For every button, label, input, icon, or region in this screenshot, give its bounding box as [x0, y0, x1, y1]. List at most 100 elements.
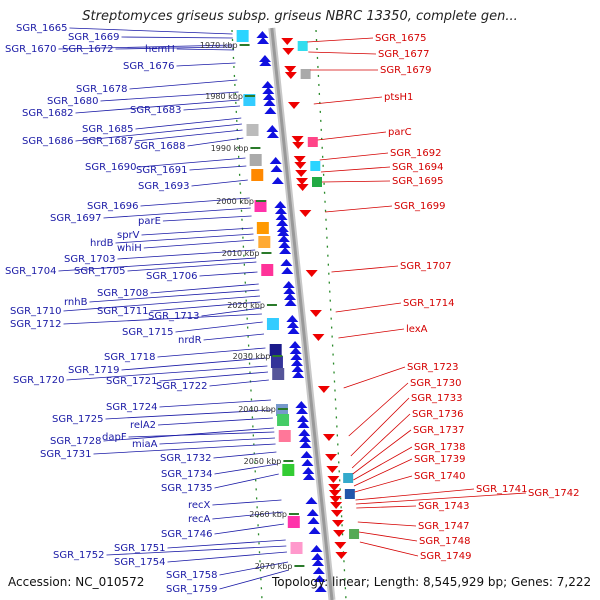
gene-label-right[interactable]: SGR_1679 [380, 65, 432, 76]
gene-label-right[interactable]: SGR_1737 [413, 425, 465, 436]
gene-label-left[interactable]: whiH [117, 243, 142, 254]
gene-label-right[interactable]: SGR_1730 [410, 378, 462, 389]
gene-label-right[interactable]: SGR_1740 [414, 471, 466, 482]
gene-label-left[interactable]: SGR_1708 [97, 288, 149, 299]
gene-label-left[interactable]: SGR_1680 [47, 96, 99, 107]
gene-label-left[interactable]: SGR_1718 [104, 352, 156, 363]
gene-label-left[interactable]: SGR_1746 [161, 529, 213, 540]
gene-label-left[interactable]: SGR_1751 [114, 543, 166, 554]
gene-label-left[interactable]: SGR_1676 [123, 61, 175, 72]
gene-label-right[interactable]: parC [388, 127, 412, 138]
gene-label-left[interactable]: SGR_1685 [82, 124, 134, 135]
gene-label-left[interactable]: SGR_1722 [156, 381, 208, 392]
gene-label-right[interactable]: SGR_1675 [375, 33, 427, 44]
gene-label-left[interactable]: SGR_1687 [82, 136, 134, 147]
gene-label-right[interactable]: SGR_1707 [400, 261, 452, 272]
leader-line [354, 475, 413, 493]
gene-label-left[interactable]: SGR_1732 [160, 453, 212, 464]
gene-label-left[interactable]: SGR_1721 [106, 376, 158, 387]
leader-line [320, 166, 391, 173]
gene-label-right[interactable]: SGR_1749 [420, 551, 472, 562]
gene-label-left[interactable]: SGR_1696 [87, 201, 139, 212]
gene-label-left[interactable]: SGR_1731 [40, 449, 92, 460]
gene-label-left[interactable]: SGR_1725 [52, 414, 104, 425]
forward-gene-arrow [277, 235, 290, 242]
leader-line [189, 165, 247, 171]
gene-label-left[interactable]: SGR_1686 [22, 136, 74, 147]
gene-label-right[interactable]: SGR_1677 [378, 49, 430, 60]
gene-label-right[interactable]: SGR_1739 [414, 454, 466, 465]
gene-label-left[interactable]: SGR_1678 [76, 84, 128, 95]
gene-label-left[interactable]: SGR_1704 [5, 266, 57, 277]
gene-label-right[interactable]: SGR_1714 [403, 298, 455, 309]
gene-label-left[interactable]: SGR_1724 [106, 402, 158, 413]
gene-label-left[interactable]: SGR_1703 [64, 254, 116, 265]
forward-gene-arrow [276, 225, 289, 232]
gene-label-right[interactable]: SGR_1738 [414, 442, 466, 453]
gene-label-left[interactable]: SGR_1669 [68, 32, 120, 43]
gene-label-left[interactable]: SGR_1670 [5, 44, 57, 55]
gene-label-left[interactable]: SGR_1690 [85, 162, 137, 173]
gene-label-left[interactable]: SGR_1712 [10, 319, 62, 330]
gene-label-right[interactable]: SGR_1743 [418, 501, 470, 512]
leader-line [138, 157, 246, 168]
gene-label-right[interactable]: SGR_1748 [419, 536, 471, 547]
gene-label-left[interactable]: recA [188, 514, 211, 525]
gene-label-left[interactable]: SGR_1682 [22, 108, 74, 119]
gene-label-right[interactable]: SGR_1736 [412, 409, 464, 420]
gene-label-left[interactable]: SGR_1758 [166, 570, 218, 581]
gene-label-right[interactable]: SGR_1699 [394, 201, 446, 212]
leader-line [106, 545, 287, 556]
gene-label-left[interactable]: sprV [117, 230, 140, 241]
gene-label-right[interactable]: SGR_1747 [418, 521, 470, 532]
gene-label-left[interactable]: SGR_1752 [53, 550, 105, 561]
forward-gene-arrow [290, 353, 303, 360]
reverse-gene-arrow [326, 466, 339, 473]
gene-label-left[interactable]: SGR_1713 [148, 311, 200, 322]
leader-line [351, 413, 411, 469]
gene-label-left[interactable]: nrdR [178, 335, 202, 346]
gene-label-left[interactable]: SGR_1693 [138, 181, 190, 192]
gene-label-right[interactable]: ptsH1 [384, 92, 413, 103]
gene-label-right[interactable]: SGR_1694 [392, 162, 444, 173]
gene-label-left[interactable]: hemH [145, 44, 175, 55]
gene-label-right[interactable]: SGR_1723 [407, 362, 459, 373]
gene-label-left[interactable]: SGR_1754 [114, 557, 166, 568]
gene-label-left[interactable]: SGR_1710 [10, 306, 62, 317]
gene-label-left[interactable]: SGR_1735 [161, 483, 213, 494]
gene-label-right[interactable]: SGR_1742 [528, 488, 580, 499]
leader-line [199, 271, 258, 277]
forward-gene-arrow [311, 553, 324, 560]
leader-line [212, 499, 282, 506]
gene-label-right[interactable]: SGR_1741 [476, 484, 528, 495]
gene-label-left[interactable]: SGR_1706 [146, 271, 198, 282]
gene-label-left[interactable]: SGR_1720 [13, 375, 65, 386]
gene-label-left[interactable]: SGR_1715 [122, 327, 174, 338]
leader-line [89, 289, 260, 303]
gene-label-left[interactable]: SGR_1688 [134, 141, 186, 152]
gene-label-left[interactable]: SGR_1719 [68, 365, 120, 376]
gene-label-left[interactable]: rnhB [64, 297, 88, 308]
gene-label-left[interactable]: SGR_1691 [136, 165, 188, 176]
gene-label-left[interactable]: SGR_1665 [16, 23, 68, 34]
gene-label-left[interactable]: SGR_1759 [166, 584, 218, 595]
gene-label-left[interactable]: miaA [132, 439, 158, 450]
reverse-gene-arrow [293, 156, 306, 163]
gene-label-left[interactable]: SGR_1728 [50, 436, 102, 447]
gene-label-right[interactable]: lexA [406, 324, 428, 335]
gene-label-right[interactable]: SGR_1733 [411, 393, 463, 404]
gene-label-left[interactable]: SGR_1683 [130, 105, 182, 116]
leader-line [325, 205, 393, 213]
gene-label-left[interactable]: recX [188, 500, 211, 511]
gene-label-right[interactable]: SGR_1692 [390, 148, 442, 159]
gene-label-left[interactable]: SGR_1672 [62, 44, 114, 55]
gene-label-left[interactable]: parE [138, 216, 161, 227]
gene-label-left[interactable]: SGR_1697 [50, 213, 102, 224]
gene-label-left[interactable]: hrdB [90, 238, 114, 249]
gene-label-right[interactable]: SGR_1695 [392, 176, 444, 187]
gene-label-left[interactable]: SGR_1734 [161, 469, 213, 480]
gene-label-left[interactable]: SGR_1705 [74, 266, 126, 277]
gene-label-left[interactable]: relA2 [130, 420, 156, 431]
gene-label-left[interactable]: SGR_1711 [97, 306, 149, 317]
gene-label-left[interactable]: dapF [102, 432, 127, 443]
